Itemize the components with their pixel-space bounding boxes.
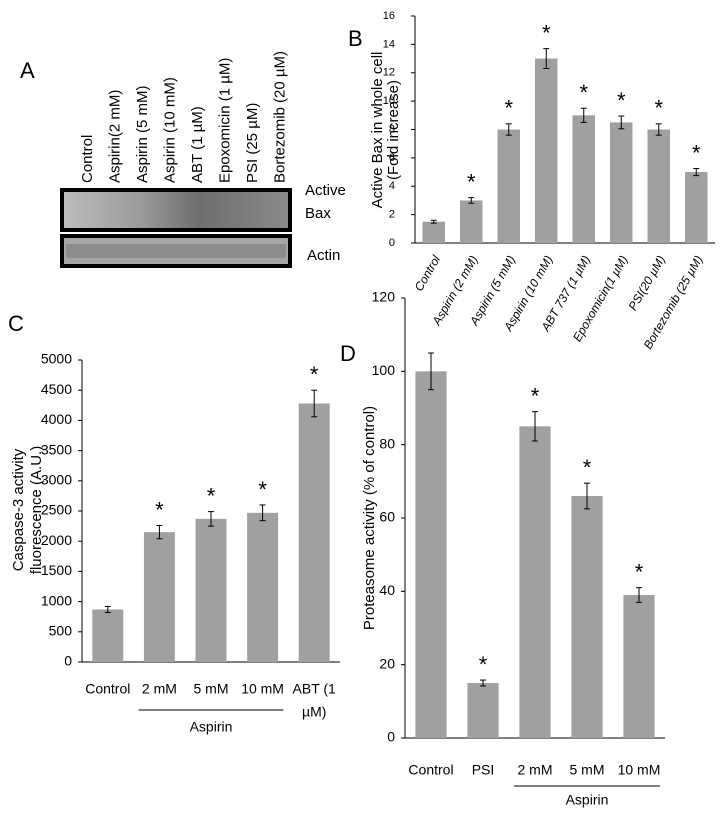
bar	[143, 532, 175, 662]
row-label: Actin	[307, 247, 340, 264]
significance-marker: *	[504, 96, 513, 121]
x-tick-label: 5 mM	[570, 762, 605, 778]
x-tick-label: 10 mM	[241, 681, 284, 697]
y-tick-label: 4	[389, 180, 395, 192]
y-tick-label: 16	[383, 10, 395, 22]
y-tick-label: 8	[389, 123, 395, 135]
lane-label: Aspirin (5 mM)	[134, 85, 151, 183]
y-tick-label: 2	[389, 209, 395, 221]
y-tick-label: 4000	[41, 411, 72, 427]
x-tick-label: PSI	[472, 762, 495, 778]
panel-label: A	[20, 58, 35, 83]
x-tick-label: PSI(20 µM)	[626, 253, 669, 313]
bar	[685, 172, 708, 243]
x-tick-label: 5 mM	[194, 681, 229, 697]
significance-marker: *	[654, 96, 663, 121]
y-axis-label: Active Bax in whole cell	[369, 52, 386, 209]
y-tick-label: 500	[49, 623, 73, 639]
lane-label: Epoxomicin (1 µM)	[216, 58, 233, 183]
y-tick-label: 100	[372, 362, 396, 378]
y-tick-label: 2000	[41, 532, 72, 548]
y-axis-label: (Fold increase)	[385, 80, 402, 180]
y-tick-label: 14	[383, 38, 395, 50]
significance-marker: *	[692, 140, 701, 165]
row-label: Bax	[305, 205, 331, 222]
lane-label: Aspirin(2 mM)	[106, 90, 123, 183]
x-tick-label: Control	[85, 681, 130, 697]
y-tick-label: 0	[64, 653, 72, 669]
significance-marker: *	[207, 483, 216, 508]
bar	[415, 371, 447, 738]
lane-label: Control	[79, 135, 96, 183]
y-axis-label: fluorescence (A.U.)	[28, 446, 45, 574]
x-tick-label: µM)	[302, 704, 326, 720]
significance-marker: *	[583, 455, 592, 480]
y-tick-label: 120	[372, 289, 396, 305]
y-tick-label: 1500	[41, 562, 72, 578]
significance-marker: *	[310, 362, 319, 387]
bar	[247, 512, 279, 662]
significance-marker: *	[635, 559, 644, 584]
y-axis-label: Caspase-3 activity	[10, 448, 27, 571]
x-tick-label: Control	[408, 762, 453, 778]
significance-marker: *	[258, 477, 267, 502]
bar	[519, 426, 551, 738]
x-tick-label: ABT (1	[293, 681, 337, 697]
significance-marker: *	[155, 497, 164, 522]
significance-marker: *	[579, 80, 588, 105]
group-label: Aspirin	[190, 719, 233, 735]
x-tick-label: 10 mM	[618, 762, 661, 778]
bar	[298, 403, 330, 662]
group-label: Aspirin	[566, 792, 609, 808]
bar	[460, 200, 483, 243]
y-axis-label: Proteasome activity (% of control)	[361, 406, 378, 630]
bar	[647, 129, 670, 243]
blot-panel: A Control Aspirin(2 mM) Aspirin (5 mM) Aspi…	[20, 51, 346, 268]
y-tick-label: 2500	[41, 502, 72, 518]
y-tick-label: 60	[379, 509, 395, 525]
y-tick-label: 0	[389, 237, 395, 249]
x-tick-label: 2 mM	[142, 681, 177, 697]
y-tick-label: 6	[389, 152, 395, 164]
significance-marker: *	[479, 652, 488, 677]
row-label: Active	[305, 182, 346, 199]
lane-label: PSI (25 µM)	[244, 103, 261, 183]
y-tick-label: 3000	[41, 472, 72, 488]
x-tick-label: 2 mM	[518, 762, 553, 778]
x-tick-label: Control	[412, 253, 444, 294]
bar	[571, 496, 603, 738]
bar	[422, 221, 445, 243]
blot-bax	[60, 188, 292, 232]
bar	[535, 58, 558, 243]
actin-band	[66, 244, 286, 258]
bar	[497, 129, 520, 243]
y-tick-label: 10	[383, 95, 395, 107]
y-tick-label: 40	[379, 582, 395, 598]
y-tick-label: 20	[379, 655, 395, 671]
significance-marker: *	[531, 383, 540, 408]
y-tick-label: 1000	[41, 592, 72, 608]
y-tick-label: 3500	[41, 441, 72, 457]
panel-label: B	[348, 26, 363, 51]
bar	[195, 518, 227, 662]
bar	[467, 683, 499, 738]
bar	[92, 609, 124, 662]
y-tick-label: 80	[379, 435, 395, 451]
significance-marker: *	[542, 20, 551, 45]
significance-marker: *	[467, 169, 476, 194]
bar	[623, 595, 655, 738]
bar	[610, 122, 633, 243]
y-tick-label: 4500	[41, 381, 72, 397]
lane-label: Aspirin (10 mM)	[161, 77, 178, 183]
panel-label: C	[8, 311, 24, 336]
panel-label: D	[340, 341, 356, 366]
lane-label: Bortezomib (20 µM)	[271, 51, 288, 183]
significance-marker: *	[617, 88, 626, 113]
bar	[572, 115, 595, 243]
lane-label: ABT (1 µM)	[189, 106, 206, 183]
y-tick-label: 0	[387, 729, 395, 745]
y-tick-label: 12	[383, 67, 395, 79]
y-tick-label: 5000	[41, 351, 72, 367]
